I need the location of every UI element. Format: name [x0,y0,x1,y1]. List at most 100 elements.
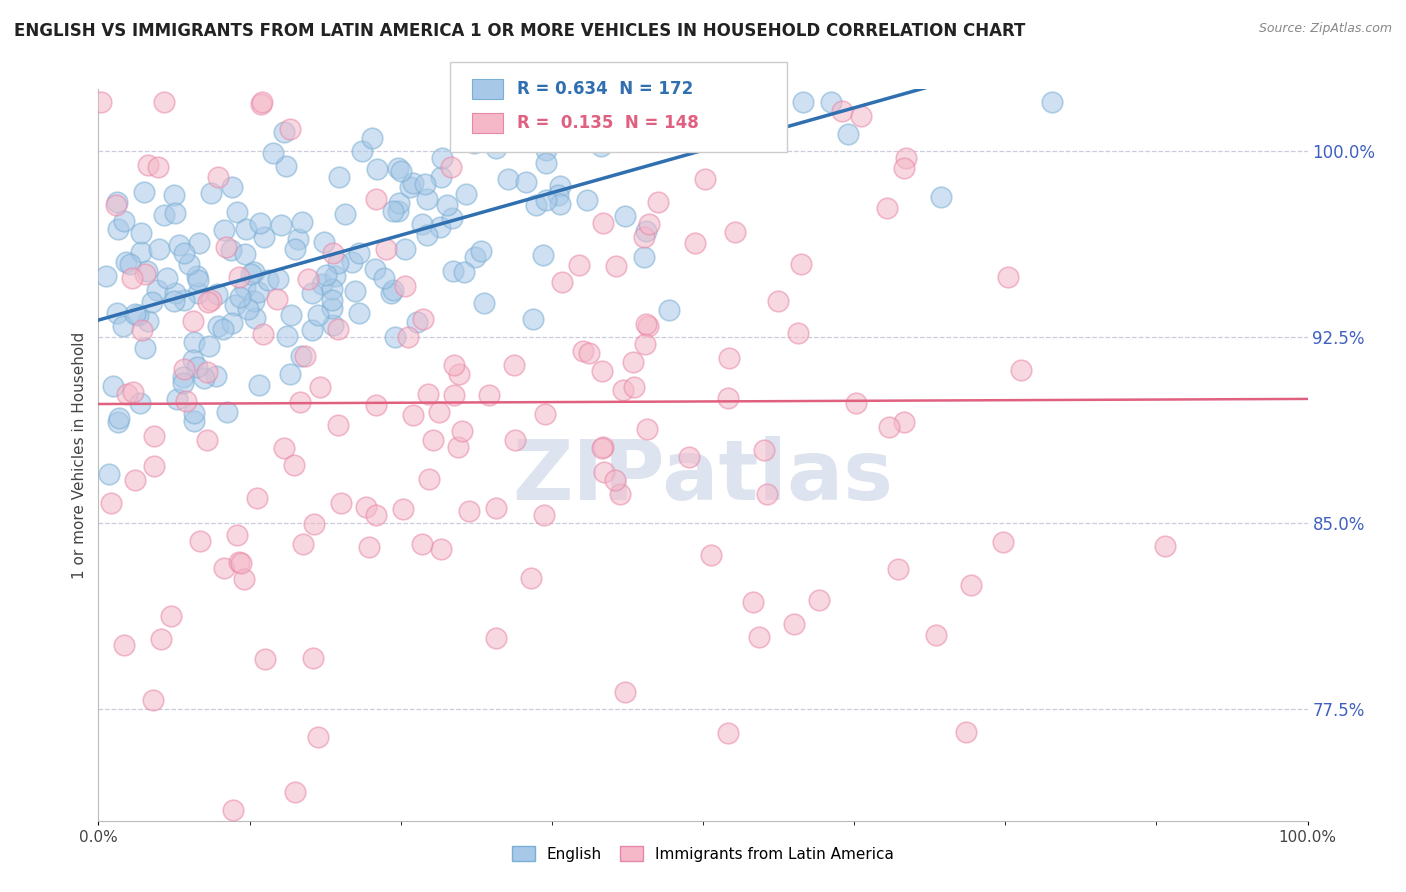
Point [221,180,243,194]
Point [636,422,658,436]
Point [716,391,738,405]
Point [322,246,344,260]
Point [550,179,572,194]
Point [997,270,1019,285]
Point [207,169,229,184]
Point [357,540,380,554]
Point [411,217,433,231]
Point [447,440,470,454]
Point [181,314,204,328]
Point [534,193,557,207]
Point [416,192,439,206]
Point [112,213,135,227]
Point [623,380,645,394]
Point [122,384,145,399]
Point [266,272,288,286]
Point [163,294,186,309]
Point [228,555,250,569]
Point [177,257,200,271]
Y-axis label: 1 or more Vehicles in Household: 1 or more Vehicles in Household [72,331,87,579]
Point [328,170,350,185]
Point [214,239,236,253]
Point [136,264,159,278]
Point [128,396,150,410]
Point [463,136,485,150]
Point [205,369,228,384]
Point [253,230,276,244]
Point [782,617,804,632]
Point [134,268,156,282]
Point [186,268,208,283]
Point [605,259,627,273]
Point [523,103,546,117]
Point [276,329,298,343]
Point [321,293,343,307]
Point [412,312,434,326]
Point [633,250,655,264]
Point [273,441,295,455]
Point [634,224,657,238]
Point [262,145,284,160]
Point [301,323,323,337]
Point [200,186,222,200]
Point [893,415,915,429]
Point [877,420,900,434]
Point [568,258,591,272]
Point [273,126,295,140]
Point [231,556,253,570]
Point [294,349,316,363]
Point [955,725,977,739]
Point [375,242,398,256]
Point [394,243,416,257]
Point [406,314,429,328]
Point [389,163,412,178]
Point [429,541,451,556]
Point [343,284,366,298]
Point [136,314,159,328]
Point [592,440,614,454]
Point [236,301,259,316]
Point [356,500,378,515]
Point [690,109,713,123]
Point [876,201,898,215]
Point [160,608,183,623]
Point [172,369,194,384]
Point [352,144,374,158]
Point [163,206,186,220]
Point [132,185,155,199]
Point [226,204,249,219]
Point [143,429,166,443]
Point [292,537,315,551]
Point [470,244,492,259]
Point [536,156,558,170]
Point [472,296,495,310]
Point [330,496,353,510]
Point [129,245,152,260]
Point [637,318,659,333]
Point [634,317,657,331]
Point [274,159,297,173]
Point [494,109,516,123]
Point [249,217,271,231]
Point [323,269,346,284]
Point [411,537,433,551]
Point [620,95,643,109]
Point [430,152,453,166]
Point [520,571,543,585]
Point [578,346,600,360]
Point [591,139,613,153]
Point [572,95,595,109]
Point [142,693,165,707]
Point [572,344,595,359]
Point [246,491,269,505]
Point [717,726,740,740]
Point [429,220,451,235]
Point [233,280,256,294]
Point [415,177,437,191]
Point [392,502,415,516]
Point [591,441,613,455]
Point [252,327,274,342]
Point [205,287,228,301]
Point [287,232,309,246]
Point [301,651,323,665]
